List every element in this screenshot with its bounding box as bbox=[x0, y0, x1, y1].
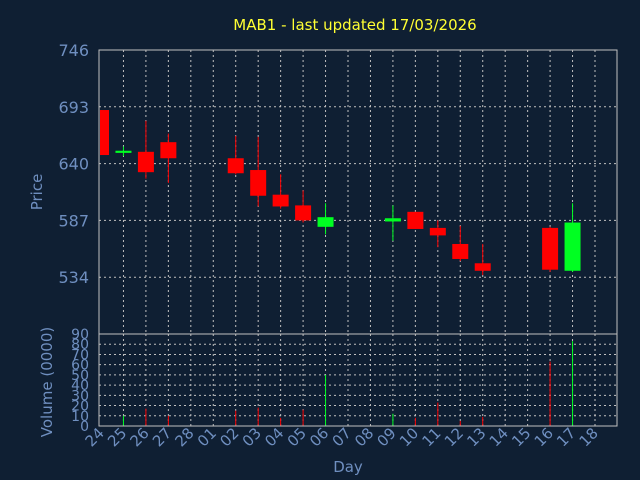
candle-body bbox=[227, 158, 244, 174]
price-axis-ticks: 746 693 640 587 534 bbox=[58, 41, 89, 287]
volume-tick-label: 70 bbox=[71, 347, 89, 363]
candle-body bbox=[452, 243, 469, 259]
candle-body bbox=[137, 151, 154, 173]
price-tick-label: 534 bbox=[58, 268, 89, 287]
volume-bars bbox=[122, 341, 574, 426]
candle-body bbox=[474, 263, 491, 271]
volume-tick-label: 90 bbox=[71, 327, 89, 343]
volume-tick-label: 30 bbox=[71, 388, 89, 404]
price-tick-label: 640 bbox=[58, 155, 89, 174]
candle-body bbox=[429, 227, 446, 236]
price-axis-label: Price bbox=[28, 174, 46, 211]
volume-tick-label: 40 bbox=[71, 378, 89, 394]
volume-tick-label: 20 bbox=[71, 399, 89, 415]
candle-body bbox=[384, 218, 401, 222]
candle-body bbox=[250, 170, 267, 196]
price-tick-label: 693 bbox=[58, 98, 89, 117]
x-axis-label: Day bbox=[333, 458, 363, 476]
candle-body bbox=[317, 217, 334, 227]
candle-body bbox=[407, 211, 424, 229]
candle-body bbox=[160, 142, 177, 159]
volume-tick-label: 10 bbox=[71, 409, 89, 425]
volume-tick-label: 50 bbox=[71, 368, 89, 384]
price-tick-label: 746 bbox=[58, 41, 89, 60]
candle-body bbox=[115, 150, 132, 153]
volume-tick-label: 0 bbox=[80, 419, 89, 435]
volume-tick-label: 60 bbox=[71, 358, 89, 374]
volume-tick-label: 80 bbox=[71, 337, 89, 353]
price-candles bbox=[100, 110, 581, 276]
candle-body bbox=[295, 205, 312, 221]
chart-title: MAB1 - last updated 17/03/2026 bbox=[233, 16, 476, 34]
candle-body bbox=[564, 222, 581, 271]
candle-body bbox=[100, 110, 109, 156]
candle-body bbox=[542, 227, 559, 270]
volume-axis-label: Volume (0000) bbox=[38, 327, 56, 437]
candle-body bbox=[272, 194, 289, 207]
day-axis-ticks: 2425262728010203040506070809101112131415… bbox=[82, 424, 602, 450]
volume-plot-frame bbox=[98, 333, 618, 427]
price-tick-label: 587 bbox=[58, 211, 89, 230]
